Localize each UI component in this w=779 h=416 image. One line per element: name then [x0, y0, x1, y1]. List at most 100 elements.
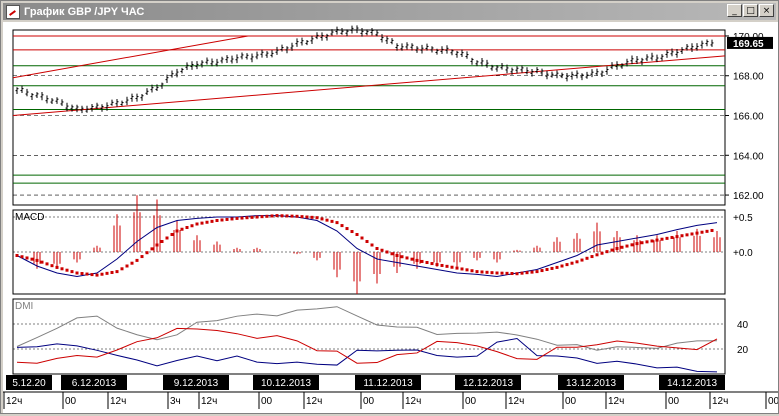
macd-signal-point — [315, 216, 319, 220]
macd-signal-point — [690, 232, 694, 236]
macd-signal-point — [15, 254, 19, 257]
macd-signal-point — [220, 218, 224, 222]
macd-signal-point — [190, 224, 194, 228]
macd-signal-point — [385, 250, 389, 254]
time-label: 00 — [768, 396, 778, 407]
macd-signal-point — [100, 272, 104, 276]
title-bar[interactable]: График GBP /JPY ЧАС _ □ × — [3, 3, 776, 20]
macd-signal-point — [25, 256, 29, 260]
macd-signal-point — [305, 215, 309, 219]
macd-signal-point — [140, 255, 144, 259]
macd-signal-point — [85, 272, 89, 276]
date-label: 12.12.2013 — [463, 378, 513, 389]
macd-signal-point — [615, 247, 619, 250]
macd-signal-point — [40, 260, 44, 264]
macd-signal-point — [500, 271, 504, 275]
date-label: 13.12.2013 — [566, 378, 616, 389]
date-label-box — [253, 375, 319, 390]
dmi-minus-line — [16, 327, 718, 364]
macd-signal-point — [310, 215, 314, 219]
macd-signal-point — [280, 214, 284, 218]
macd-signal-point — [210, 219, 214, 223]
time-label: 12ч — [110, 396, 126, 407]
macd-signal-point — [490, 271, 494, 275]
dmi-plus-line — [16, 337, 718, 373]
time-label: 00 — [668, 396, 680, 407]
macd-signal-point — [465, 268, 469, 272]
macd-signal-point — [200, 221, 204, 225]
time-label: 3ч — [170, 396, 181, 407]
macd-signal-point — [460, 267, 464, 271]
macd-signal-point — [235, 216, 239, 220]
time-label: 12ч — [6, 396, 22, 407]
maximize-button[interactable]: □ — [743, 4, 758, 17]
macd-signal-point — [610, 248, 614, 252]
dmi-panel: DMI 40 20 — [12, 298, 749, 375]
macd-signal-point — [665, 236, 669, 240]
close-button[interactable]: × — [759, 4, 774, 17]
macd-signal-point — [350, 230, 354, 234]
time-axis: 5.12.20 6.12.2013 9.12.2013 10.12.2013 11.12… — [3, 375, 779, 409]
macd-signal-point — [135, 258, 139, 262]
macd-signal-point — [570, 261, 574, 265]
macd-signal-point — [60, 267, 64, 271]
macd-signal-point — [145, 251, 149, 255]
macd-signal-point — [485, 270, 489, 274]
time-label: 00 — [261, 396, 273, 407]
macd-signal-point — [630, 243, 634, 247]
minimize-button[interactable]: _ — [727, 4, 742, 17]
macd-signal-point — [430, 262, 434, 266]
macd-signal-point — [270, 214, 274, 218]
macd-signal-point — [505, 271, 509, 275]
time-label: 12ч — [306, 396, 322, 407]
macd-signal-point — [585, 256, 589, 260]
macd-signal-point — [95, 273, 99, 277]
macd-signal-point — [515, 272, 519, 276]
macd-signal-point — [595, 253, 599, 257]
macd-signal-point — [640, 241, 644, 245]
macd-signal-point — [370, 243, 374, 247]
macd-signal-point — [600, 251, 604, 255]
time-label: 00 — [65, 396, 77, 407]
macd-signal-point — [510, 272, 514, 276]
time-label: 12ч — [608, 396, 624, 407]
macd-signal-point — [155, 243, 159, 247]
macd-axis-label: +0.5 — [733, 213, 753, 224]
macd-signal-point — [520, 271, 524, 275]
date-label: 5.12.20 — [12, 378, 46, 389]
macd-label: MACD — [15, 212, 44, 223]
macd-signal-point — [45, 262, 49, 266]
macd-signal-point — [700, 230, 704, 234]
trend-line-lower — [12, 55, 726, 117]
macd-signal-point — [475, 270, 479, 274]
date-label: 6.12.2013 — [72, 378, 117, 389]
macd-signal-point — [400, 255, 404, 259]
dmi-adx-line — [16, 306, 718, 351]
macd-signal-point — [675, 235, 679, 239]
macd-signal-point — [660, 237, 664, 241]
macd-signal-point — [420, 259, 424, 263]
macd-signal-point — [175, 229, 179, 233]
macd-signal-point — [260, 215, 264, 219]
macd-signal-point — [245, 216, 249, 220]
macd-signal-point — [330, 219, 334, 223]
macd-signal-point — [645, 240, 649, 244]
date-label-box — [355, 375, 421, 390]
macd-signal-point — [565, 263, 569, 267]
macd-signal-point — [275, 214, 279, 218]
macd-signal-point — [160, 240, 164, 243]
dmi-panel-frame — [12, 298, 726, 375]
macd-signal-point — [540, 269, 544, 273]
macd-signal-point — [225, 217, 229, 221]
macd-signal-point — [395, 254, 399, 257]
macd-signal-point — [130, 261, 134, 265]
macd-signal-point — [230, 217, 234, 221]
macd-signal-point — [50, 264, 54, 268]
macd-signal-point — [170, 233, 174, 236]
macd-signal-point — [125, 264, 129, 268]
macd-signal-point — [110, 270, 114, 274]
date-label-box — [455, 375, 521, 390]
